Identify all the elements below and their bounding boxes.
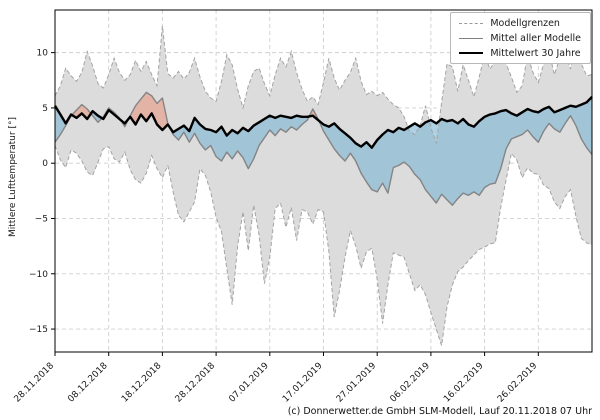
x-tick-label: 26.02.2019 (496, 361, 540, 405)
gray-line-icon (459, 37, 484, 39)
climate-mean-line (53, 96, 593, 149)
y-tick-label: 0 (42, 159, 48, 169)
legend-item-mittelwert-30-jahre: Mittelwert 30 Jahre (459, 47, 581, 59)
y-axis-label: Mittlere Lufttemperatur [°] (8, 117, 18, 237)
y-tick-label: −5 (35, 214, 48, 224)
y-tick-label: −15 (29, 325, 48, 335)
x-tick-label: 06.02.2019 (389, 361, 433, 405)
dashed-line-icon (459, 22, 484, 24)
legend-item-mittel-aller-modelle: Mittel aller Modelle (459, 32, 581, 44)
legend-label: Mittelwert 30 Jahre (490, 47, 581, 59)
legend: Modellgrenzen Mittel aller Modelle Mitte… (450, 12, 591, 64)
model-mean-line (54, 91, 593, 206)
envelope-lower-border (54, 145, 593, 346)
y-tick-label: 10 (37, 49, 49, 59)
legend-label: Mittel aller Modelle (490, 32, 581, 44)
copyright-caption: (c) Donnerwetter.de GmbH SLM-Modell, Lau… (287, 406, 592, 417)
x-tick-label: 08.12.2018 (66, 361, 110, 405)
y-tick-label: 5 (42, 104, 48, 114)
x-tick-label: 16.02.2019 (442, 361, 486, 405)
x-tick-label: 17.01.2019 (281, 361, 325, 405)
cold-anomaly-area (318, 96, 592, 206)
model-envelope-area (55, 26, 592, 346)
x-tick-label: 28.12.2018 (174, 361, 218, 405)
x-tick-label: 07.01.2019 (227, 361, 271, 405)
x-tick-label: 27.01.2019 (335, 361, 379, 405)
legend-item-modellgrenzen: Modellgrenzen (459, 17, 581, 29)
black-line-icon (459, 52, 484, 54)
cold-anomaly-area (90, 111, 102, 123)
y-tick-label: −10 (29, 270, 48, 280)
x-tick-label: 28.11.2018 (13, 361, 57, 405)
x-tick-label: 18.12.2018 (120, 361, 164, 405)
legend-label: Modellgrenzen (490, 17, 560, 29)
